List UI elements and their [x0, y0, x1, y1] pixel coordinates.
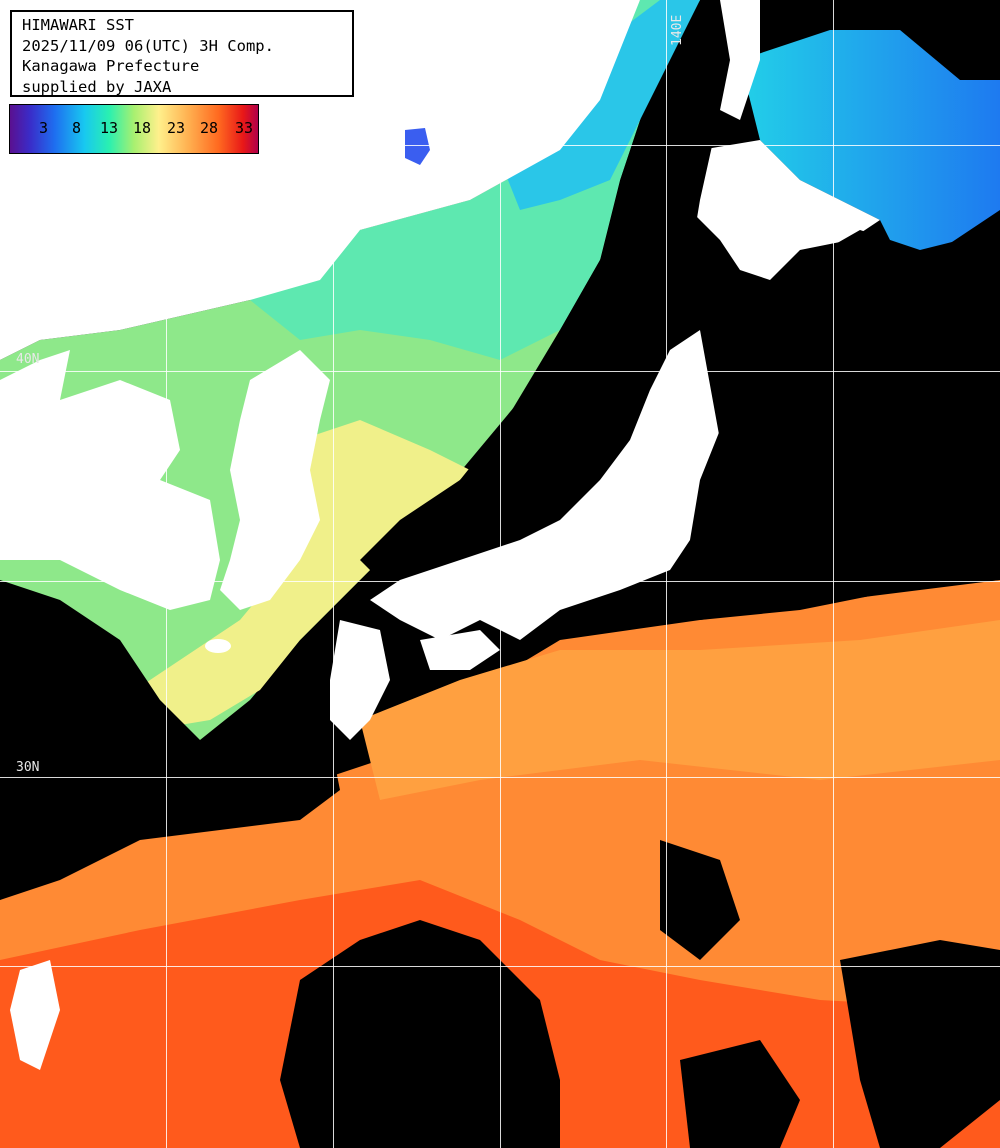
land-honshu: [370, 330, 730, 640]
cloud-mask-bottom-right: [680, 1040, 800, 1148]
grid-line-lon-140e: [666, 0, 667, 1148]
cloud-mask-south: [280, 920, 560, 1148]
title-line-credit: supplied by JAXA: [22, 77, 172, 96]
longitude-label-140e: 140E: [670, 14, 685, 46]
colorbar-tick: 33: [235, 119, 254, 137]
land-hokkaido: [690, 140, 880, 280]
island-jeju: [205, 639, 231, 653]
grid-line-lat-40n: [0, 371, 1000, 372]
cloud-mask-japan-sea: [360, 110, 720, 580]
title-line-prefecture: Kanagawa Prefecture: [22, 57, 200, 75]
land-china: [0, 350, 220, 610]
colorbar-tick: 18: [133, 119, 152, 137]
grid-line-lon: [833, 0, 834, 1148]
island-ulleung: [405, 128, 430, 165]
grid-line-lat: [0, 966, 1000, 967]
kuroshio-band: [360, 620, 1000, 800]
grid-line-lon: [500, 0, 501, 1148]
colorbar-tick: 13: [100, 119, 119, 137]
land-shikoku: [420, 630, 500, 670]
cloud-mask-pacific-north: [660, 230, 1000, 620]
land-korea: [220, 350, 330, 610]
title-line-datetime: 2025/11/09 06(UTC) 3H Comp.: [22, 36, 274, 55]
title-line-product: HIMAWARI SST: [22, 16, 134, 34]
yellow-sea-warm: [120, 420, 470, 730]
grid-line-lon: [333, 0, 334, 1148]
temperature-colorbar: 3 8 13 18 23 28 33: [9, 104, 259, 154]
sea-japan-cool: [250, 0, 700, 360]
colorbar-tick: 8: [72, 119, 82, 137]
colorbar-tick: 28: [200, 119, 219, 137]
grid-line-lon: [166, 0, 167, 1148]
grid-line-lat-30n: [0, 777, 1000, 778]
land-kyushu: [330, 620, 390, 740]
land-taiwan: [10, 960, 60, 1070]
grid-line-lat: [0, 581, 1000, 582]
latitude-label-30n: 30N: [16, 760, 40, 775]
title-box: HIMAWARI SST 2025/11/09 06(UTC) 3H Comp.…: [10, 10, 354, 97]
latitude-label-40n: 40N: [16, 352, 40, 367]
cloud-mask-far-se: [840, 940, 1000, 1148]
cloud-mask-ecs: [0, 580, 340, 900]
colorbar-tick: 23: [167, 119, 186, 137]
sea-japan-cold: [500, 0, 700, 210]
grid-line-lat: [0, 145, 1000, 146]
land-sakhalin: [720, 0, 760, 120]
cloud-mask-southeast: [660, 840, 740, 960]
colorbar-tick: 3: [39, 119, 49, 137]
